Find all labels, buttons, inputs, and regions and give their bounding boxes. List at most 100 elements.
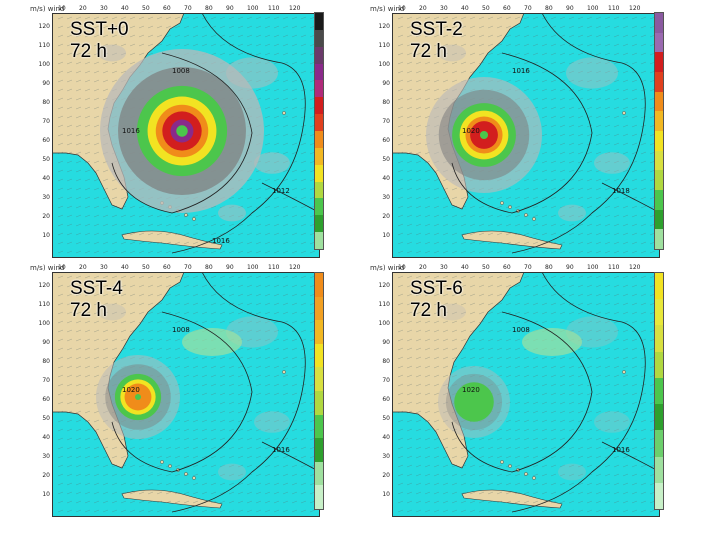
y-tick-label: 20 <box>382 213 390 220</box>
x-tick-label: 60 <box>503 264 511 271</box>
island-dot <box>532 476 536 480</box>
gray-patch <box>218 204 246 222</box>
panel-sst4: m/s) wind 1020 1008 1016 SST-4 72 h 120 110… <box>30 264 340 522</box>
colorbar-segment <box>315 29 323 48</box>
x-tick-label: 110 <box>608 264 620 271</box>
y-tick-label: 80 <box>382 358 390 365</box>
colorbar-sst4 <box>314 272 324 510</box>
x-tick-label: 10 <box>398 5 406 12</box>
x-tick-label: 90 <box>226 5 234 12</box>
y-tick-label: 40 <box>382 434 390 441</box>
pressure-label: 1008 <box>512 326 530 334</box>
x-tick-label: 40 <box>121 5 129 12</box>
x-tick-label: 10 <box>58 264 66 271</box>
y-tick-label: 120 <box>38 282 50 289</box>
y-tick-label: 100 <box>378 61 390 68</box>
colorbar-segment <box>655 13 663 34</box>
colorbar-segment <box>315 215 323 233</box>
colorbar-segment <box>315 296 323 321</box>
x-tick-label: 60 <box>163 264 171 271</box>
y-tick-label: 40 <box>42 434 50 441</box>
y-tick-label: 40 <box>42 175 50 182</box>
colorbar-segment <box>315 164 323 183</box>
y-tick-label: 120 <box>38 23 50 30</box>
island-dot <box>160 460 164 464</box>
y-tick-label: 120 <box>378 282 390 289</box>
x-tick-label: 40 <box>461 5 469 12</box>
colorbar-segment <box>315 13 323 31</box>
island-dot <box>622 370 626 374</box>
x-tick-label: 20 <box>419 264 427 271</box>
y-tick-label: 20 <box>42 472 50 479</box>
y-tick-label: 120 <box>378 23 390 30</box>
panel-title-sst6: SST-6 72 h <box>410 278 463 321</box>
x-tick-label: 20 <box>79 5 87 12</box>
storm-sst4 <box>96 355 180 439</box>
x-tick-label: 110 <box>268 264 280 271</box>
gray-patch <box>254 411 290 433</box>
x-tick-label: 90 <box>566 5 574 12</box>
panel-header-text: m/s) wind <box>370 5 405 13</box>
x-tick-label: 80 <box>205 5 213 12</box>
y-tick-label: 70 <box>42 118 50 125</box>
map-sst6: 1020 1008 1016 <box>392 272 660 517</box>
island <box>121 489 223 509</box>
colorbar-segment <box>655 299 663 326</box>
colorbar-sst0 <box>314 12 324 250</box>
x-tick-label: 90 <box>226 264 234 271</box>
panel-title-sst4: SST-4 72 h <box>70 278 123 321</box>
colorbar-segment <box>655 482 663 510</box>
y-tick-label: 10 <box>42 232 50 239</box>
panel-title-sst0: SST+0 72 h <box>70 19 129 62</box>
y-tick-label: 30 <box>42 194 50 201</box>
map-sst0: 1016 1008 1012 1016 <box>52 13 320 258</box>
colorbar-sst2 <box>654 12 664 250</box>
gray-patch <box>98 44 126 62</box>
y-tick-label: 100 <box>38 320 50 327</box>
colorbar-segment <box>315 414 323 439</box>
panel-sst2: m/s) wind 1020 1016 1018 SST-2 72 h 120 110… <box>370 5 680 263</box>
y-tick-label: 60 <box>382 396 390 403</box>
colorbar-segment <box>315 198 323 216</box>
colorbar-segment <box>315 438 323 463</box>
y-tick-label: 70 <box>382 118 390 125</box>
colorbar-segment <box>315 485 323 510</box>
x-tick-label: 120 <box>629 5 641 12</box>
x-tick-label: 50 <box>142 5 150 12</box>
colorbar-segment <box>315 391 323 416</box>
x-tick-label: 120 <box>289 5 301 12</box>
panel-header-text: m/s) wind <box>30 264 65 272</box>
panel-header-text: m/s) wind <box>30 5 65 13</box>
x-tick-label: 30 <box>100 5 108 12</box>
colorbar-segment <box>655 52 663 73</box>
colorbar-segment <box>315 181 323 199</box>
y-tick-label: 30 <box>382 194 390 201</box>
x-tick-label: 40 <box>461 264 469 271</box>
x-tick-label: 100 <box>247 264 259 271</box>
colorbar-segment <box>315 273 323 298</box>
y-tick-label: 10 <box>382 491 390 498</box>
pressure-label: 1008 <box>172 326 190 334</box>
colorbar-segment <box>655 273 663 300</box>
island <box>461 489 563 509</box>
x-tick-label: 30 <box>100 264 108 271</box>
pressure-label: 1016 <box>212 237 230 245</box>
x-tick-label: 10 <box>58 5 66 12</box>
pressure-label: 1020 <box>122 386 140 394</box>
x-tick-label: 100 <box>247 5 259 12</box>
island-dot <box>282 370 286 374</box>
gray-patch <box>254 152 290 174</box>
pressure-label: 1016 <box>612 446 630 454</box>
panel-sst0: m/s) wind 1016 1008 1012 1016 SST+0 72 h 12… <box>30 5 340 263</box>
y-tick-label: 60 <box>42 137 50 144</box>
storm-sst6 <box>438 366 510 438</box>
y-tick-label: 10 <box>382 232 390 239</box>
y-tick-label: 110 <box>378 42 390 49</box>
colorbar-segment <box>655 32 663 53</box>
colorbar-segment <box>655 131 663 152</box>
colorbar-segment <box>655 377 663 405</box>
gray-patch <box>594 152 630 174</box>
pressure-label: 1016 <box>512 67 530 75</box>
y-tick-label: 90 <box>42 339 50 346</box>
gray-patch <box>438 303 466 321</box>
